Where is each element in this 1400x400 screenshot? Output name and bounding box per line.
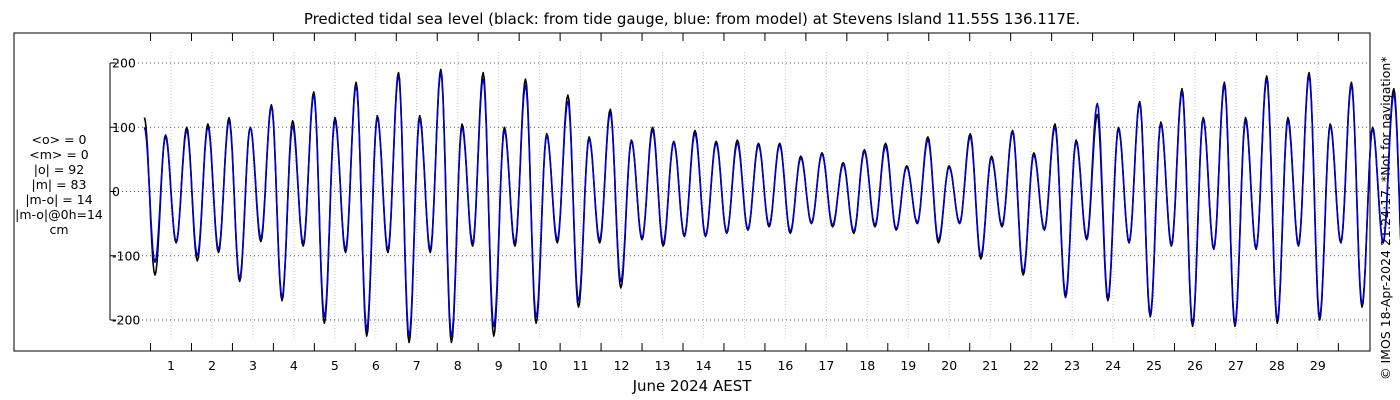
x-tick-label: 13 — [655, 358, 671, 373]
x-tick-label: 26 — [1187, 358, 1203, 373]
stat-mean-observed: <o> = 0 — [31, 132, 87, 147]
x-tick-label: 2 — [208, 358, 216, 373]
x-tick-label: 12 — [614, 358, 630, 373]
x-tick-label: 3 — [249, 358, 257, 373]
x-tick-label: 5 — [331, 358, 339, 373]
x-tick-label: 25 — [1146, 358, 1162, 373]
x-tick-label: 1 — [167, 358, 175, 373]
x-tick-label: 22 — [1023, 358, 1039, 373]
x-tick-label: 17 — [818, 358, 834, 373]
x-axis-label: June 2024 AEST — [632, 377, 753, 395]
x-tick-label: 8 — [454, 358, 462, 373]
stat-abs-model: |m| = 83 — [31, 177, 87, 192]
x-tick-label: 21 — [982, 358, 998, 373]
x-tick-label: 20 — [941, 358, 957, 373]
x-tick-label: 18 — [859, 358, 875, 373]
x-tick-label: 11 — [573, 358, 589, 373]
stat-abs-diff-0h: |m-o|@0h=14 — [15, 207, 103, 222]
x-tick-label: 27 — [1228, 358, 1244, 373]
x-tick-label: 19 — [900, 358, 916, 373]
x-tick-label: 29 — [1310, 358, 1326, 373]
x-tick-label: 4 — [290, 358, 298, 373]
y-tick-label: -200 — [112, 313, 140, 328]
series-line-model — [143, 71, 1400, 337]
x-tick-label: 7 — [413, 358, 421, 373]
series-layer — [143, 68, 1400, 344]
x-grid — [170, 52, 1319, 340]
chart-title: Predicted tidal sea level (black: from t… — [303, 10, 1081, 28]
x-tick-label: 9 — [495, 358, 503, 373]
stat-abs-diff: |m-o| = 14 — [25, 192, 93, 207]
y-tick-label: -100 — [112, 248, 140, 263]
y-ticks: -200 -100 0 100 200 — [110, 56, 140, 328]
x-tick-label: 14 — [696, 358, 712, 373]
stat-unit: cm — [49, 222, 69, 237]
stat-mean-model: <m> = 0 — [29, 147, 89, 162]
stat-abs-observed: |o| = 92 — [33, 162, 85, 177]
x-tick-label: 28 — [1269, 358, 1285, 373]
x-tick-label: 15 — [736, 358, 752, 373]
x-tick-label: 6 — [372, 358, 380, 373]
x-tick-label: 16 — [777, 358, 793, 373]
x-ticks: 1 2 3 4 5 6 7 8 9 10 11 12 13 14 15 16 17 18 19 20 21 22 23 24 2… — [150, 33, 1339, 373]
plot-frame — [13, 32, 1371, 352]
y-tick-label: 0 — [112, 184, 120, 199]
x-tick-label: 24 — [1105, 358, 1121, 373]
stats-panel: <o> = 0 <m> = 0 |o| = 92 |m| = 83 |m-o| … — [0, 132, 118, 237]
y-tick-label: 100 — [112, 120, 136, 135]
x-tick-label: 10 — [532, 358, 548, 373]
y-tick-label: 200 — [112, 56, 136, 71]
x-tick-label: 23 — [1064, 358, 1080, 373]
